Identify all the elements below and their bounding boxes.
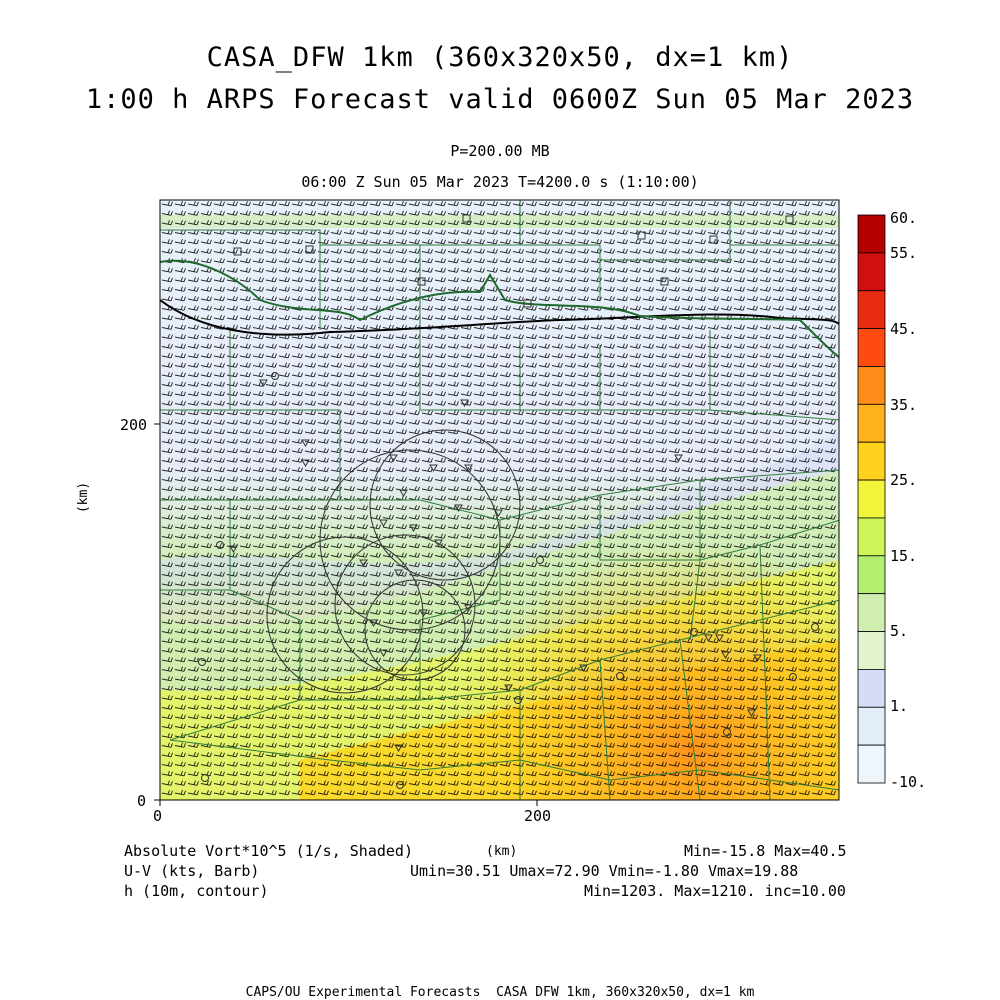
colorbar-swatch: [857, 252, 886, 292]
field-2-stats: Umin=30.51 Umax=72.90 Vmin=-1.80 Vmax=19…: [410, 862, 799, 880]
colorbar-swatch: [857, 214, 886, 254]
colorbar-swatch: [857, 593, 886, 632]
pressure-level: P=200.00 MB: [450, 142, 550, 160]
colorbar-swatch: [857, 706, 886, 746]
colorbar-swatch: [857, 669, 886, 708]
colorbar-swatch: [857, 290, 886, 330]
geopotential-contour: [160, 259, 839, 359]
x-tick-200: 200: [524, 807, 552, 825]
colorbar-label-5: 5.: [890, 622, 909, 640]
colorbar-swatch: [857, 555, 886, 595]
colorbar-label-15: 15.: [890, 547, 918, 565]
colorbar-label-35: 35.: [890, 396, 918, 414]
colorbar-swatch: [857, 441, 886, 481]
colorbar-swatch: [857, 366, 886, 405]
colorbar-label-60: 60.: [890, 209, 918, 227]
county-boundaries: [160, 200, 839, 800]
field-3-label: h (10m, contour): [124, 882, 269, 900]
colorbar-swatch: [857, 517, 886, 557]
credit-line: CAPS/OU Experimental Forecasts CASA DFW …: [245, 985, 755, 1000]
y-tick-200: 200: [120, 416, 148, 434]
field-3-stats: Min=1203. Max=1210. inc=10.00: [584, 882, 846, 900]
y-tick-0: 0: [137, 792, 147, 810]
field-2-label: U-V (kts, Barb): [124, 862, 260, 880]
title-line-1: CASA_DFW 1km (360x320x50, dx=1 km): [206, 42, 794, 73]
colorbar-label-25: 25.: [890, 471, 918, 489]
valid-time: 06:00 Z Sun 05 Mar 2023 T=4200.0 s (1:10…: [301, 173, 699, 191]
plot-frame: [159, 199, 840, 801]
title-line-2: 1:00 h ARPS Forecast valid 0600Z Sun 05 …: [85, 84, 915, 115]
colorbar-swatch: [857, 328, 886, 367]
colorbar: [857, 214, 886, 784]
x-tick-0: 0: [153, 807, 163, 825]
colorbar-label-55: 55.: [890, 244, 918, 262]
colorbar-swatch: [857, 479, 886, 519]
colorbar-label-minus10: -10.: [890, 773, 927, 791]
wind-barb-pattern: [161, 201, 836, 796]
field-1-label: Absolute Vort*10^5 (1/s, Shaded): [124, 842, 413, 860]
colorbar-swatch: [857, 403, 886, 443]
station-markers: [198, 214, 819, 789]
colorbar-swatch: [857, 744, 886, 784]
colorbar-label-1: 1.: [890, 697, 909, 715]
axis-ticks: [154, 423, 538, 806]
x-axis-unit: (km): [486, 844, 518, 859]
y-axis-unit: (km): [76, 481, 92, 514]
colorbar-swatch: [857, 631, 886, 670]
colorbar-label-45: 45.: [890, 320, 918, 338]
field-1-minmax: Min=-15.8 Max=40.5: [684, 842, 847, 860]
wind-barbs: [161, 201, 836, 796]
